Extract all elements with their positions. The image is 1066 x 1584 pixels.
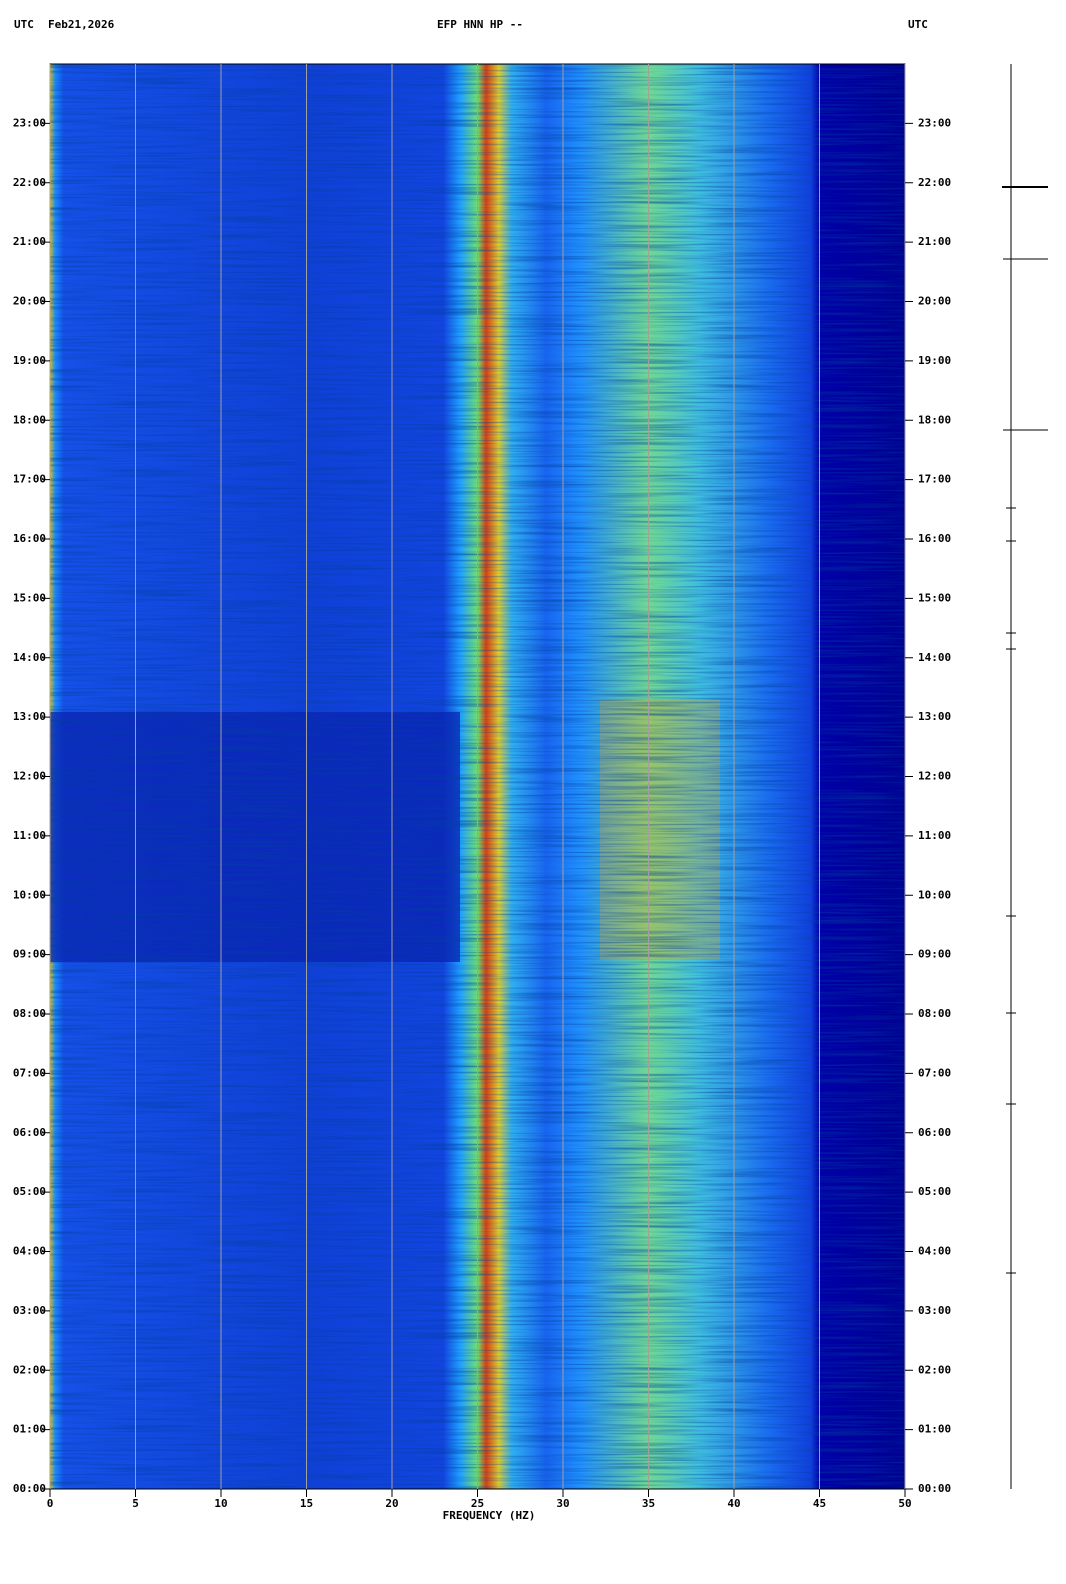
y-tick-label: 05:00	[918, 1185, 951, 1198]
y-tick-label: 04:00	[13, 1245, 46, 1258]
y-tick-label: 23:00	[13, 116, 46, 129]
x-tick-label: 5	[132, 1497, 139, 1510]
x-tick-label: 20	[385, 1497, 398, 1510]
y-tick-label: 03:00	[918, 1304, 951, 1317]
y-tick-label: 14:00	[918, 651, 951, 664]
y-tick-label: 21:00	[13, 235, 46, 248]
x-tick-label: 40	[727, 1497, 740, 1510]
y-tick-label: 17:00	[918, 473, 951, 486]
timezone-label: UTC	[908, 18, 928, 31]
y-tick-label: 18:00	[13, 413, 46, 426]
y-tick-label: 22:00	[13, 176, 46, 189]
date-label: Feb21,2026	[48, 18, 115, 31]
x-tick-label: 45	[813, 1497, 826, 1510]
chart-title: EFP HNN HP --	[437, 18, 523, 31]
y-tick-label: 23:00	[918, 116, 951, 129]
y-tick-label: 18:00	[918, 413, 951, 426]
y-tick-label: 00:00	[918, 1482, 951, 1495]
y-tick-label: 13:00	[13, 710, 46, 723]
y-tick-label: 12:00	[13, 770, 46, 783]
y-tick-label: 01:00	[13, 1423, 46, 1436]
y-tick-label: 20:00	[918, 295, 951, 308]
x-tick-label: 0	[47, 1497, 54, 1510]
y-tick-label: 17:00	[13, 473, 46, 486]
y-tick-label: 15:00	[918, 591, 951, 604]
y-tick-label: 08:00	[918, 1007, 951, 1020]
y-tick-label: 16:00	[918, 532, 951, 545]
y-tick-label: 06:00	[13, 1126, 46, 1139]
y-tick-label: 08:00	[13, 1007, 46, 1020]
y-tick-label: 00:00	[13, 1482, 46, 1495]
x-tick-label: 10	[214, 1497, 227, 1510]
y-tick-label: 13:00	[918, 710, 951, 723]
y-tick-label: 22:00	[918, 176, 951, 189]
y-tick-label: 03:00	[13, 1304, 46, 1317]
x-tick-label: 30	[556, 1497, 569, 1510]
seismogram-trace	[1002, 64, 1048, 1489]
y-tick-label: 19:00	[13, 354, 46, 367]
y-tick-label: 11:00	[13, 829, 46, 842]
y-tick-label: 09:00	[918, 948, 951, 961]
y-tick-label: 11:00	[918, 829, 951, 842]
y-tick-label: 12:00	[918, 770, 951, 783]
y-tick-label: 02:00	[918, 1363, 951, 1376]
y-tick-label: 10:00	[918, 888, 951, 901]
x-axis-title: FREQUENCY (HZ)	[443, 1509, 536, 1522]
y-tick-label: 19:00	[918, 354, 951, 367]
timezone-label: UTC	[14, 18, 34, 31]
y-tick-label: 02:00	[13, 1363, 46, 1376]
y-tick-label: 05:00	[13, 1185, 46, 1198]
y-tick-label: 15:00	[13, 591, 46, 604]
y-tick-label: 06:00	[918, 1126, 951, 1139]
y-tick-label: 21:00	[918, 235, 951, 248]
y-tick-label: 14:00	[13, 651, 46, 664]
x-tick-label: 25	[471, 1497, 484, 1510]
x-tick-label: 15	[300, 1497, 313, 1510]
y-tick-label: 10:00	[13, 888, 46, 901]
y-tick-label: 01:00	[918, 1423, 951, 1436]
y-tick-label: 04:00	[918, 1245, 951, 1258]
y-tick-label: 07:00	[918, 1066, 951, 1079]
x-tick-label: 50	[898, 1497, 911, 1510]
y-tick-label: 16:00	[13, 532, 46, 545]
y-tick-label: 07:00	[13, 1066, 46, 1079]
x-tick-label: 35	[642, 1497, 655, 1510]
y-tick-label: 09:00	[13, 948, 46, 961]
y-tick-label: 20:00	[13, 295, 46, 308]
